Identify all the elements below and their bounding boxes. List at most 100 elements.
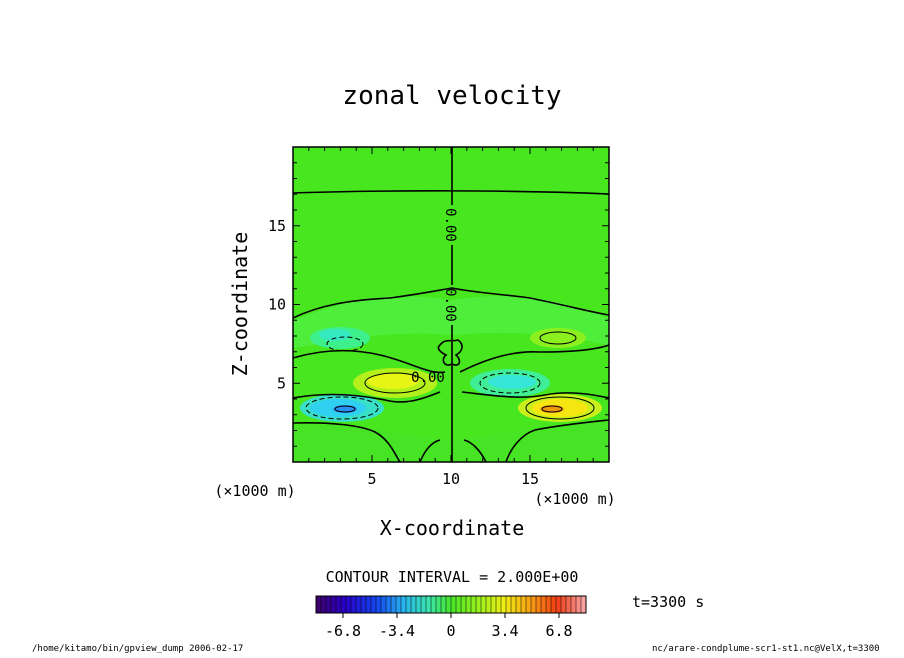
chart-title: zonal velocity (342, 81, 561, 111)
colorbar-cell (476, 596, 482, 613)
colorbar-cell (441, 596, 447, 613)
time-label: t=3300 s (632, 593, 704, 611)
y-tick-label: 5 (277, 374, 286, 392)
contour-thin-4 (334, 405, 356, 413)
colorbar-cell (336, 596, 342, 613)
colorbar-tick-label: 3.4 (491, 622, 518, 640)
colorbar-cell (531, 596, 537, 613)
colorbar: -6.8 -3.4 0 3.4 6.8 (315, 595, 587, 640)
colorbar-cell (386, 596, 392, 613)
colorbar-cell (501, 596, 507, 613)
colorbar-cell (346, 596, 352, 613)
contour-thin-2 (539, 331, 577, 345)
colorbar-cell (376, 596, 382, 613)
colorbar-tick-label: 0 (446, 622, 455, 640)
colorbar-cell (371, 596, 377, 613)
contour-thin-1 (364, 372, 426, 394)
colorbar-cell (461, 596, 467, 613)
colorbar-cell (356, 596, 362, 613)
contour-plume (419, 439, 487, 462)
contour-lower (293, 391, 609, 403)
y-axis-label: Z-coordinate (228, 232, 252, 377)
colorbar-tick-label: -6.8 (325, 622, 361, 640)
colorbar-cell (546, 596, 552, 613)
colorbar-cell (491, 596, 497, 613)
contour-mid (293, 344, 609, 374)
contour-dashed-3 (479, 372, 541, 394)
contour-thin (334, 331, 595, 420)
positive-lobe-left-core (367, 373, 419, 389)
colorbar-cell (331, 596, 337, 613)
colorbar-cell (471, 596, 477, 613)
x-unit-label: (×1000 m) (534, 490, 615, 508)
footer-right: nc/arare-condplume-scr1-st1.nc@VelX,t=33… (652, 644, 880, 654)
weak-negative-left-core (319, 329, 351, 341)
x-tick-label: 15 (521, 470, 539, 488)
contour-upper (293, 287, 609, 319)
contour-dashed (305, 336, 541, 420)
contour-dashed-2 (305, 396, 379, 420)
colorbar-cell (456, 596, 462, 613)
colorbar-cell (411, 596, 417, 613)
colorbar-cell (341, 596, 347, 613)
contour-thin-5 (541, 405, 563, 413)
colorbar-cell (581, 596, 587, 613)
plot-area: 0.00 0.00 0.00 (292, 146, 610, 463)
contour-label-2: 0.00 (442, 288, 458, 322)
contour-cross (437, 339, 463, 366)
colorbar-cell (351, 596, 357, 613)
colorbar-tick-label: 6.8 (545, 622, 572, 640)
colorbar-cell (551, 596, 557, 613)
colorbar-cell (436, 596, 442, 613)
footer-left: /home/kitamo/bin/gpview_dump 2006-02-17 (32, 644, 243, 654)
colorbar-cell (366, 596, 372, 613)
colorbar-cell (421, 596, 427, 613)
colorbar-cell (481, 596, 487, 613)
contour-label-3: 0.00 (411, 370, 445, 386)
colorbar-cell (326, 596, 332, 613)
contour-thin-3 (525, 396, 595, 420)
x-tick-label: 10 (442, 470, 460, 488)
colorbar-cell (466, 596, 472, 613)
y-tick-label: 10 (268, 296, 286, 314)
colorbar-tick-label: -3.4 (379, 622, 415, 640)
y-unit-label: (×1000 m) (214, 482, 295, 500)
colorbar-cell (486, 596, 492, 613)
colorbar-cell (401, 596, 407, 613)
colorbar-cell (496, 596, 502, 613)
x-axis-label: X-coordinate (380, 516, 525, 540)
colorbar-cell (316, 596, 322, 613)
contour-label-1: 0.00 (442, 208, 458, 242)
colorbar-cell (446, 596, 452, 613)
colorbar-cell (426, 596, 432, 613)
colorbar-cell (521, 596, 527, 613)
contour-lines (293, 147, 609, 462)
colorbar-cell (511, 596, 517, 613)
colorbar-cell (506, 596, 512, 613)
negative-lobe-right-core (488, 375, 536, 389)
y-tick-labels: 5 10 15 (268, 217, 286, 393)
colorbar-cell (391, 596, 397, 613)
axis-ticks (293, 147, 609, 462)
y-tick-label: 15 (268, 217, 286, 235)
colorbar-cell (556, 596, 562, 613)
colorbar-cell (541, 596, 547, 613)
colorbar-cell (576, 596, 582, 613)
colorbar-cell (536, 596, 542, 613)
colorbar-cell (526, 596, 532, 613)
contour-bottom (293, 419, 609, 462)
x-tick-labels: 5 10 15 (367, 470, 539, 488)
colorbar-cell (406, 596, 412, 613)
colorbar-cell (321, 596, 327, 613)
colorbar-cell (561, 596, 567, 613)
colorbar-cell (416, 596, 422, 613)
colorbar-cell (451, 596, 457, 613)
contour-top (293, 190, 609, 195)
colorbar-cell (381, 596, 387, 613)
contour-dashed-1 (326, 336, 364, 352)
colorbar-cell (431, 596, 437, 613)
colorbar-cell (566, 596, 572, 613)
x-tick-label: 5 (367, 470, 376, 488)
colorbar-ticks: -6.8 -3.4 0 3.4 6.8 (325, 613, 573, 640)
contour-labels: 0.00 0.00 0.00 (411, 208, 458, 386)
